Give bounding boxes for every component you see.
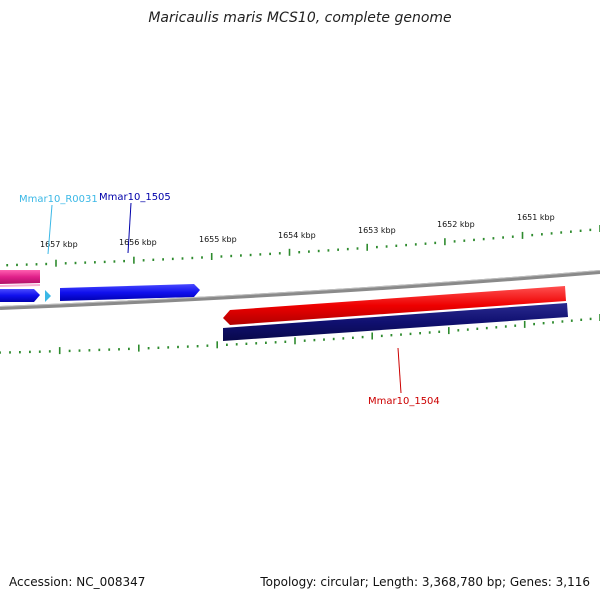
rna-feature-pink[interactable] <box>0 270 40 284</box>
gene-track-bar[interactable] <box>223 303 568 341</box>
ruler-label-1656: 1656 kbp <box>119 238 157 247</box>
forward-cds-arrow[interactable] <box>60 284 200 301</box>
feature-label-1505[interactable]: Mmar10_1505 <box>99 192 171 203</box>
genome-backbone <box>0 270 600 310</box>
accession-text: Accession: NC_008347 <box>9 575 146 589</box>
ruler-label-1657: 1657 kbp <box>40 240 78 249</box>
ruler-label-1652: 1652 kbp <box>437 220 475 229</box>
feature-label-r0031[interactable]: Mmar10_R0031 <box>19 194 98 205</box>
reverse-cds-arrow[interactable] <box>223 286 566 325</box>
outer-ruler-ticks <box>6 225 600 267</box>
ruler-label-1654: 1654 kbp <box>278 231 316 240</box>
ruler-label-1651: 1651 kbp <box>517 213 555 222</box>
ruler-label-1653: 1653 kbp <box>358 226 396 235</box>
callout-line-1505 <box>127 202 132 254</box>
genome-summary-text: Topology: circular; Length: 3,368,780 bp… <box>260 575 590 589</box>
callout-line-r0031 <box>47 204 53 255</box>
ruler-label-1655: 1655 kbp <box>199 235 237 244</box>
rrna-marker[interactable] <box>45 290 51 302</box>
feature-label-1504[interactable]: Mmar10_1504 <box>368 396 440 407</box>
forward-cds-arrow-left[interactable] <box>0 289 40 302</box>
inner-ruler-ticks <box>0 314 600 355</box>
callout-line-1504 <box>397 347 402 394</box>
genome-title: Maricaulis maris MCS10, complete genome <box>148 10 452 26</box>
